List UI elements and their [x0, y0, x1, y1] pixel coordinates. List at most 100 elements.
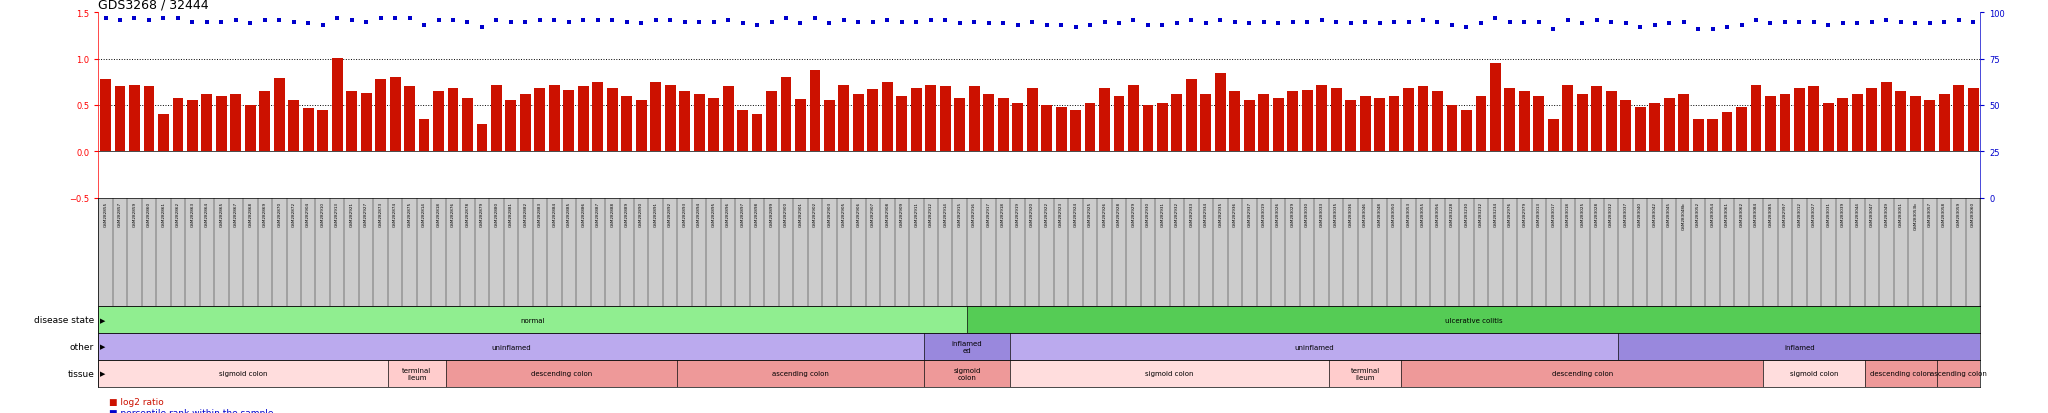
Point [913, 17, 946, 24]
Bar [1389, 97, 1399, 152]
Bar [1401, 360, 1763, 387]
Text: GSM283084: GSM283084 [1753, 202, 1757, 226]
Text: GSM282872: GSM282872 [291, 202, 295, 227]
Bar [578, 87, 588, 152]
Point [1102, 21, 1135, 28]
Bar [1200, 95, 1210, 152]
Point [1262, 21, 1294, 28]
Point [1436, 23, 1468, 29]
Point [510, 19, 543, 26]
Text: ▶: ▶ [100, 344, 106, 350]
Text: GSM282885: GSM282885 [567, 202, 571, 227]
Text: GSM282894: GSM282894 [696, 202, 700, 226]
Point [1898, 21, 1931, 28]
Point [625, 21, 657, 28]
Bar [100, 80, 111, 152]
Point [350, 19, 383, 26]
Bar [1329, 360, 1401, 387]
Text: GSM283045: GSM283045 [1667, 202, 1671, 226]
Text: GSM282935: GSM282935 [1219, 202, 1223, 227]
Point [451, 19, 483, 26]
Text: GSM282874: GSM282874 [393, 202, 397, 226]
Text: GSM282923: GSM282923 [1059, 202, 1063, 227]
Point [379, 15, 412, 22]
Point [1319, 19, 1352, 26]
Text: GSM283017: GSM283017 [1550, 202, 1554, 226]
Text: GSM283032: GSM283032 [1610, 202, 1614, 227]
Bar [737, 110, 748, 152]
Text: GSM282891: GSM282891 [653, 202, 657, 226]
Bar [606, 89, 618, 152]
Bar [215, 97, 227, 152]
Point [813, 21, 846, 28]
Bar [1026, 89, 1038, 152]
Point [856, 19, 889, 26]
Point [1087, 19, 1120, 26]
Point [1116, 17, 1149, 24]
Text: GSM282893: GSM282893 [682, 202, 686, 227]
Point [1507, 19, 1540, 26]
Text: GSM282912: GSM282912 [930, 202, 932, 226]
Bar [1708, 120, 1718, 152]
Bar [303, 109, 313, 152]
Text: GSM282997: GSM282997 [1784, 202, 1788, 227]
Text: ▶: ▶ [100, 317, 106, 323]
Bar [954, 98, 965, 152]
Bar [924, 333, 1010, 360]
Point [436, 17, 469, 24]
Bar [780, 78, 791, 152]
Text: GSM282863: GSM282863 [190, 202, 195, 227]
Point [696, 19, 729, 26]
Point [1739, 17, 1772, 24]
Text: ascending colon: ascending colon [1931, 370, 1987, 377]
Point [1133, 23, 1165, 29]
Text: disease state: disease state [35, 316, 94, 324]
Bar [463, 98, 473, 152]
Point [1378, 19, 1411, 26]
Text: GSM282901: GSM282901 [799, 202, 803, 226]
Text: GSM283052: GSM283052 [1696, 202, 1700, 227]
Text: GSM283025: GSM283025 [1581, 202, 1585, 227]
Bar [1591, 87, 1602, 152]
Text: GSM282909: GSM282909 [899, 202, 903, 227]
Text: descending colon: descending colon [530, 370, 592, 377]
Text: GSM283056: GSM283056 [1436, 202, 1440, 227]
Text: GSM283050: GSM283050 [1393, 202, 1397, 227]
Point [1841, 21, 1874, 28]
Text: GSM283040: GSM283040 [1638, 202, 1642, 226]
Bar [1040, 106, 1053, 152]
Point [582, 17, 614, 24]
Bar [1577, 95, 1587, 152]
Text: GSM283026: GSM283026 [1276, 202, 1280, 227]
Text: GSM282906: GSM282906 [856, 202, 860, 227]
Text: GDS3268 / 32444: GDS3268 / 32444 [98, 0, 209, 11]
Text: GSM283232: GSM283232 [1479, 202, 1483, 227]
Point [1333, 21, 1366, 28]
Bar [1331, 89, 1341, 152]
Text: GSM282864: GSM282864 [205, 202, 209, 226]
Point [1913, 21, 1946, 28]
Text: descending colon: descending colon [1870, 370, 1931, 377]
Bar [1475, 97, 1487, 152]
Point [1350, 19, 1382, 26]
Text: sigmoid
colon: sigmoid colon [952, 367, 981, 380]
Point [1942, 17, 1974, 24]
Text: GSM282908: GSM282908 [885, 202, 889, 227]
Point [1305, 17, 1337, 24]
Bar [1272, 98, 1284, 152]
Point [567, 17, 600, 24]
Point [1001, 23, 1034, 29]
Bar [1968, 89, 1978, 152]
Text: GSM282904: GSM282904 [307, 202, 309, 226]
Text: GSM283049: GSM283049 [1884, 202, 1888, 226]
Text: GSM282919: GSM282919 [1016, 202, 1020, 226]
Point [682, 19, 715, 26]
Point [741, 23, 774, 29]
Bar [911, 89, 922, 152]
Bar [1010, 333, 1618, 360]
Point [1653, 21, 1686, 28]
Point [1784, 19, 1817, 26]
Point [1956, 19, 1989, 26]
Text: GSM282903: GSM282903 [827, 202, 831, 227]
Bar [940, 87, 950, 152]
